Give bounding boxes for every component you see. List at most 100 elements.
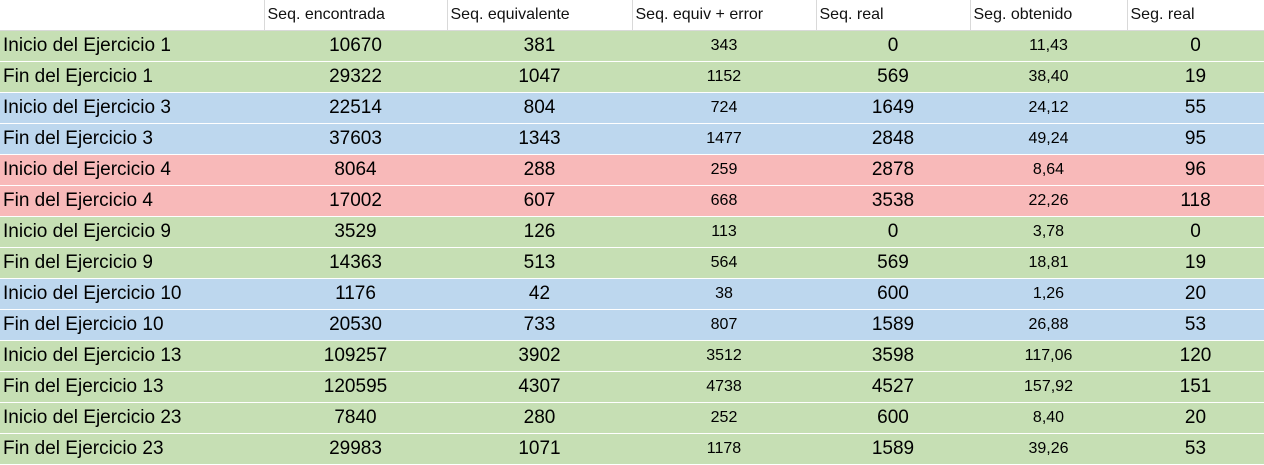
seq-real-cell[interactable]: 1649	[816, 92, 970, 124]
seg-real-cell[interactable]: 95	[1127, 123, 1264, 155]
seg-obtenido-cell[interactable]: 49,24	[970, 123, 1127, 155]
seq-real-cell[interactable]: 3538	[816, 185, 970, 217]
seq-equivalente-cell[interactable]: 126	[447, 216, 632, 248]
seq-encontrada-cell[interactable]: 20530	[264, 309, 447, 341]
header-seq-equivalente[interactable]: Seq. equivalente	[447, 0, 633, 31]
row-label-cell[interactable]: Fin del Ejercicio 1	[0, 61, 264, 93]
seq-encontrada-cell[interactable]: 29983	[264, 433, 447, 465]
seq-real-cell[interactable]: 569	[816, 61, 970, 93]
header-seg-real[interactable]: Seg. real	[1127, 0, 1264, 31]
seq-equiv-error-cell[interactable]: 343	[632, 30, 816, 62]
seq-encontrada-cell[interactable]: 7840	[264, 402, 447, 434]
header-seq-equiv-error[interactable]: Seq. equiv + error	[632, 0, 817, 31]
seq-encontrada-cell[interactable]: 10670	[264, 30, 447, 62]
seq-real-cell[interactable]: 600	[816, 402, 970, 434]
header-seq-encontrada[interactable]: Seq. encontrada	[264, 0, 448, 31]
row-label-cell[interactable]: Inicio del Ejercicio 1	[0, 30, 264, 62]
seg-obtenido-cell[interactable]: 22,26	[970, 185, 1127, 217]
seg-obtenido-cell[interactable]: 18,81	[970, 247, 1127, 279]
seg-real-cell[interactable]: 118	[1127, 185, 1264, 217]
seq-real-cell[interactable]: 0	[816, 30, 970, 62]
row-label-cell[interactable]: Inicio del Ejercicio 10	[0, 278, 264, 310]
header-cell-blank[interactable]	[0, 0, 265, 31]
seq-encontrada-cell[interactable]: 1176	[264, 278, 447, 310]
seq-equiv-error-cell[interactable]: 38	[632, 278, 816, 310]
row-label-cell[interactable]: Fin del Ejercicio 3	[0, 123, 264, 155]
seq-equiv-error-cell[interactable]: 1152	[632, 61, 816, 93]
seg-real-cell[interactable]: 55	[1127, 92, 1264, 124]
seq-equivalente-cell[interactable]: 280	[447, 402, 632, 434]
seg-obtenido-cell[interactable]: 39,26	[970, 433, 1127, 465]
seg-obtenido-cell[interactable]: 3,78	[970, 216, 1127, 248]
row-label-cell[interactable]: Inicio del Ejercicio 3	[0, 92, 264, 124]
row-label-cell[interactable]: Fin del Ejercicio 10	[0, 309, 264, 341]
seq-equivalente-cell[interactable]: 42	[447, 278, 632, 310]
seq-real-cell[interactable]: 2848	[816, 123, 970, 155]
seq-equivalente-cell[interactable]: 607	[447, 185, 632, 217]
seq-real-cell[interactable]: 1589	[816, 309, 970, 341]
seq-real-cell[interactable]: 1589	[816, 433, 970, 465]
seg-real-cell[interactable]: 20	[1127, 402, 1264, 434]
seq-encontrada-cell[interactable]: 109257	[264, 340, 447, 372]
seq-real-cell[interactable]: 569	[816, 247, 970, 279]
seg-real-cell[interactable]: 20	[1127, 278, 1264, 310]
seg-obtenido-cell[interactable]: 38,40	[970, 61, 1127, 93]
seg-real-cell[interactable]: 0	[1127, 30, 1264, 62]
row-label-cell[interactable]: Fin del Ejercicio 9	[0, 247, 264, 279]
seq-encontrada-cell[interactable]: 8064	[264, 154, 447, 186]
seq-equivalente-cell[interactable]: 1047	[447, 61, 632, 93]
row-label-cell[interactable]: Fin del Ejercicio 13	[0, 371, 264, 403]
seg-real-cell[interactable]: 19	[1127, 61, 1264, 93]
seq-equiv-error-cell[interactable]: 3512	[632, 340, 816, 372]
seg-obtenido-cell[interactable]: 11,43	[970, 30, 1127, 62]
seq-real-cell[interactable]: 600	[816, 278, 970, 310]
seq-real-cell[interactable]: 3598	[816, 340, 970, 372]
seq-equiv-error-cell[interactable]: 259	[632, 154, 816, 186]
seq-equivalente-cell[interactable]: 288	[447, 154, 632, 186]
seg-real-cell[interactable]: 96	[1127, 154, 1264, 186]
seq-real-cell[interactable]: 0	[816, 216, 970, 248]
seg-real-cell[interactable]: 53	[1127, 309, 1264, 341]
seq-equivalente-cell[interactable]: 513	[447, 247, 632, 279]
row-label-cell[interactable]: Inicio del Ejercicio 23	[0, 402, 264, 434]
seg-obtenido-cell[interactable]: 1,26	[970, 278, 1127, 310]
seq-equivalente-cell[interactable]: 1071	[447, 433, 632, 465]
seq-encontrada-cell[interactable]: 29322	[264, 61, 447, 93]
seg-real-cell[interactable]: 120	[1127, 340, 1264, 372]
seq-encontrada-cell[interactable]: 120595	[264, 371, 447, 403]
seg-obtenido-cell[interactable]: 157,92	[970, 371, 1127, 403]
seg-obtenido-cell[interactable]: 8,40	[970, 402, 1127, 434]
seq-encontrada-cell[interactable]: 17002	[264, 185, 447, 217]
seg-obtenido-cell[interactable]: 8,64	[970, 154, 1127, 186]
row-label-cell[interactable]: Fin del Ejercicio 4	[0, 185, 264, 217]
seq-equiv-error-cell[interactable]: 1477	[632, 123, 816, 155]
seq-equiv-error-cell[interactable]: 4738	[632, 371, 816, 403]
seg-real-cell[interactable]: 0	[1127, 216, 1264, 248]
seq-encontrada-cell[interactable]: 3529	[264, 216, 447, 248]
seg-real-cell[interactable]: 19	[1127, 247, 1264, 279]
seg-obtenido-cell[interactable]: 26,88	[970, 309, 1127, 341]
seq-equiv-error-cell[interactable]: 1178	[632, 433, 816, 465]
seq-real-cell[interactable]: 4527	[816, 371, 970, 403]
seq-equivalente-cell[interactable]: 1343	[447, 123, 632, 155]
seq-equivalente-cell[interactable]: 804	[447, 92, 632, 124]
row-label-cell[interactable]: Inicio del Ejercicio 9	[0, 216, 264, 248]
seq-equiv-error-cell[interactable]: 668	[632, 185, 816, 217]
seq-equiv-error-cell[interactable]: 807	[632, 309, 816, 341]
row-label-cell[interactable]: Inicio del Ejercicio 13	[0, 340, 264, 372]
seg-obtenido-cell[interactable]: 24,12	[970, 92, 1127, 124]
seq-encontrada-cell[interactable]: 22514	[264, 92, 447, 124]
seq-equivalente-cell[interactable]: 733	[447, 309, 632, 341]
header-seg-obtenido[interactable]: Seg. obtenido	[970, 0, 1128, 31]
seq-equiv-error-cell[interactable]: 724	[632, 92, 816, 124]
row-label-cell[interactable]: Inicio del Ejercicio 4	[0, 154, 264, 186]
seq-encontrada-cell[interactable]: 14363	[264, 247, 447, 279]
seg-real-cell[interactable]: 53	[1127, 433, 1264, 465]
seq-real-cell[interactable]: 2878	[816, 154, 970, 186]
seq-equivalente-cell[interactable]: 4307	[447, 371, 632, 403]
seg-obtenido-cell[interactable]: 117,06	[970, 340, 1127, 372]
seq-equivalente-cell[interactable]: 381	[447, 30, 632, 62]
seq-equiv-error-cell[interactable]: 564	[632, 247, 816, 279]
seg-real-cell[interactable]: 151	[1127, 371, 1264, 403]
seq-equivalente-cell[interactable]: 3902	[447, 340, 632, 372]
